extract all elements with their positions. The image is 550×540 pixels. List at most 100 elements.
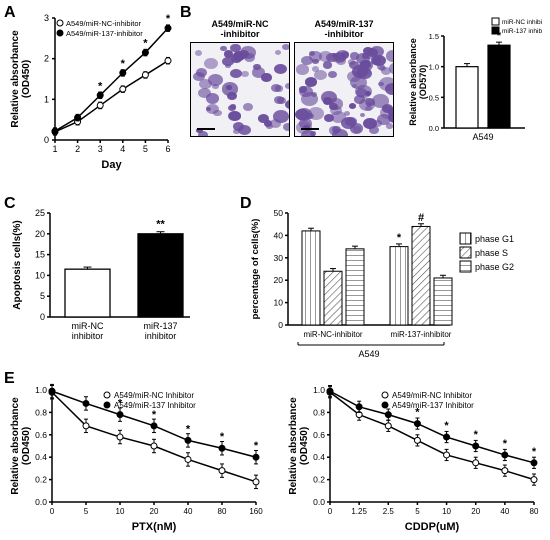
svg-text:0: 0 [278,320,283,330]
svg-text:1.0: 1.0 [35,385,47,395]
svg-text:0.2: 0.2 [35,475,47,485]
svg-text:percentage of cells(%): percentage of cells(%) [250,219,261,320]
svg-text:*: * [532,446,537,458]
svg-text:1: 1 [44,94,49,104]
svg-text:miR-137 inhibitor: miR-137 inhibitor [502,28,542,35]
svg-text:0.2: 0.2 [313,475,325,485]
svg-text:*: * [503,438,508,450]
svg-text:Apoptosis cells(%): Apoptosis cells(%) [12,220,23,309]
svg-text:miR-137-inhibitor: miR-137-inhibitor [391,330,452,339]
svg-text:0: 0 [44,135,49,145]
svg-text:*: * [186,423,191,435]
svg-text:160: 160 [249,507,263,516]
svg-text:0.6: 0.6 [313,430,325,440]
svg-text:0: 0 [40,312,45,322]
svg-text:miR-NCinhibitor: miR-NCinhibitor [72,321,104,341]
panel-e-ptx-chart: 0.00.20.40.60.81.00510204080160*****PTX(… [0,370,270,540]
panel-a-chart: 0123123456****Relative absorbance(OD450)… [0,0,175,175]
svg-text:*: * [98,80,103,92]
svg-text:10: 10 [35,270,45,280]
svg-text:*: * [444,420,449,432]
svg-text:0: 0 [50,507,55,516]
svg-text:2: 2 [75,144,80,154]
svg-text:*: * [220,431,225,443]
svg-text:15: 15 [35,250,45,260]
svg-text:miR-137inhibitor: miR-137inhibitor [143,321,177,341]
svg-text:phase S: phase S [475,248,508,258]
svg-text:40: 40 [274,230,284,240]
svg-text:Relative absorbance(OD450): Relative absorbance(OD450) [10,30,32,128]
svg-text:**: ** [156,219,165,231]
svg-text:40: 40 [184,507,193,516]
svg-text:10: 10 [116,507,125,516]
panel-d-label: D [240,195,252,213]
svg-text:0.6: 0.6 [35,430,47,440]
svg-text:0.0: 0.0 [313,497,325,507]
svg-text:A549/miR-137 Inhibitor: A549/miR-137 Inhibitor [392,401,474,410]
panel-e-label: E [4,370,15,388]
svg-text:*: * [474,429,479,441]
svg-text:*: * [397,232,402,244]
svg-text:*: * [166,13,171,25]
panel-e-cddp-chart: 0.00.20.40.60.81.001.252.5510204080*****… [278,370,548,540]
svg-text:5: 5 [40,291,45,301]
svg-text:0.0: 0.0 [35,497,47,507]
panel-a-label: A [4,4,16,22]
svg-text:A549/miR-NC-inhibitor: A549/miR-NC-inhibitor [66,19,142,28]
svg-text:1: 1 [52,144,57,154]
svg-text:Day: Day [101,159,122,171]
svg-text:*: * [143,38,148,50]
svg-text:40: 40 [500,507,509,516]
svg-text:phase G2: phase G2 [475,262,514,272]
panel-c-label: C [4,195,16,213]
micro-image-nc [190,42,290,137]
svg-text:10: 10 [442,507,451,516]
micro-title-137: A549/miR-137 -inhibitor [294,20,394,42]
svg-text:*: * [152,409,157,421]
svg-text:0.8: 0.8 [313,407,325,417]
svg-text:0.0: 0.0 [429,124,439,133]
svg-text:10: 10 [274,298,284,308]
svg-text:Relative absorbance(OD450): Relative absorbance(OD450) [10,397,32,495]
svg-text:20: 20 [274,275,284,285]
svg-text:A549: A549 [358,349,379,359]
svg-text:20: 20 [35,229,45,239]
panel-d-chart: 01020304050miR-NC-inhibitor*#miR-137-inh… [240,195,545,370]
svg-text:miR-NC inhibitor: miR-NC inhibitor [502,19,542,26]
svg-text:20: 20 [150,507,159,516]
svg-text:2: 2 [44,54,49,64]
micro-image-137 [294,42,394,137]
micro-title-nc: A549/miR-NC -inhibitor [190,20,290,42]
svg-text:miR-NC-inhibitor: miR-NC-inhibitor [303,330,362,339]
svg-text:CDDP(uM): CDDP(uM) [405,521,460,533]
svg-text:*: * [254,440,259,452]
svg-text:0.8: 0.8 [35,407,47,417]
svg-text:1.5: 1.5 [429,32,439,41]
svg-text:Relative absorbance(OD450): Relative absorbance(OD450) [288,397,310,495]
svg-text:6: 6 [165,144,170,154]
svg-text:A549/miR-NC Inhibitor: A549/miR-NC Inhibitor [392,391,472,400]
svg-text:0.5: 0.5 [429,93,439,102]
svg-text:25: 25 [35,208,45,218]
svg-text:3: 3 [98,144,103,154]
panel-c-chart: 0 5 10 15 20 25 miR-NCinhibitor miR-137inhibito… [0,195,210,360]
svg-text:5: 5 [84,507,89,516]
svg-text:0: 0 [328,507,333,516]
svg-text:Relative absorbance(OD570): Relative absorbance(OD570) [408,38,428,126]
svg-text:*: * [121,58,126,70]
svg-text:1.0: 1.0 [429,63,439,72]
svg-text:80: 80 [530,507,539,516]
svg-text:1.0: 1.0 [313,385,325,395]
svg-text:0.4: 0.4 [313,452,325,462]
svg-text:PTX(nM): PTX(nM) [132,521,177,533]
svg-text:2.5: 2.5 [383,507,395,516]
svg-text:A549/miR-NC Inhibitor: A549/miR-NC Inhibitor [114,391,194,400]
svg-text:5: 5 [415,507,420,516]
svg-text:3: 3 [44,13,49,23]
svg-text:A549: A549 [472,132,493,142]
panel-b-barchart: 0.00.51.01.5*A549Relative absorbance(OD5… [402,10,542,160]
svg-text:30: 30 [274,253,284,263]
svg-text:80: 80 [218,507,227,516]
svg-text:4: 4 [120,144,125,154]
svg-text:50: 50 [274,208,284,218]
